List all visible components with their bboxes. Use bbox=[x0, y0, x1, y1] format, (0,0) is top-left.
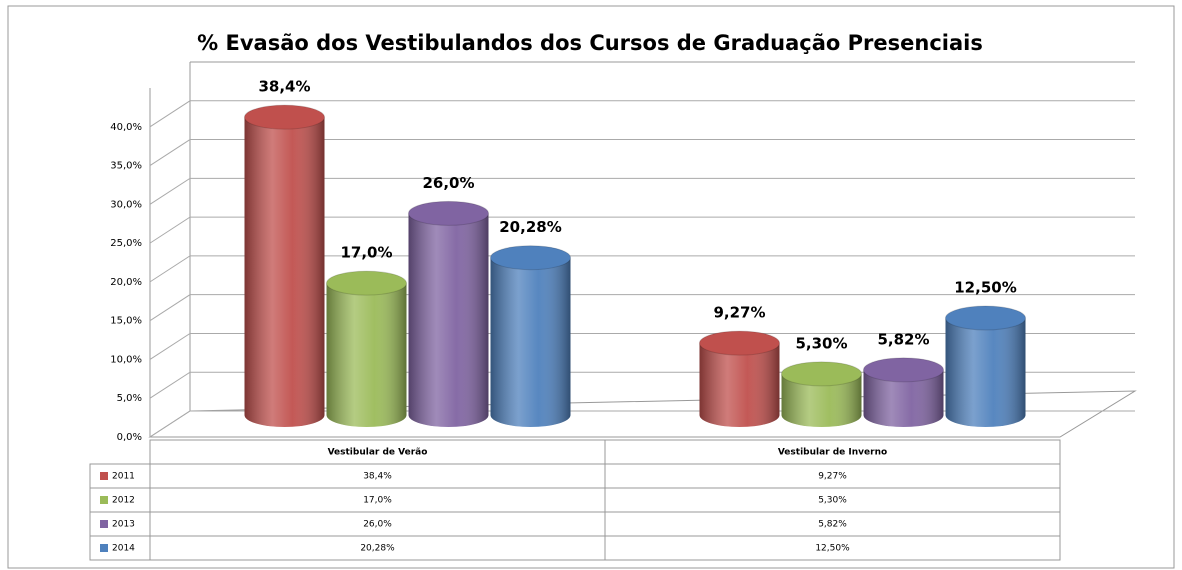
table-cell: 26,0% bbox=[363, 520, 392, 530]
bar-top bbox=[781, 361, 862, 387]
y-tick-label: 25,0% bbox=[110, 238, 142, 249]
y-tick-label: 0,0% bbox=[117, 432, 142, 443]
chart-title: % Evasão dos Vestibulandos dos Cursos de… bbox=[197, 31, 983, 55]
bar-shade bbox=[945, 318, 1026, 415]
bar-top bbox=[945, 305, 1026, 331]
data-label: 9,27% bbox=[713, 304, 765, 322]
bar bbox=[863, 357, 944, 428]
data-label: 26,0% bbox=[422, 174, 474, 192]
table-header: Vestibular de Inverno bbox=[778, 448, 887, 458]
legend-label: 2012 bbox=[112, 496, 135, 506]
bar bbox=[781, 361, 862, 428]
y-tick-label: 35,0% bbox=[110, 161, 142, 172]
bar-shade-bottom bbox=[490, 415, 571, 428]
grid-line bbox=[149, 216, 1135, 244]
bar-shade bbox=[244, 117, 325, 415]
table-cell: 5,30% bbox=[818, 496, 847, 506]
data-label: 5,82% bbox=[877, 330, 929, 348]
y-tick-label: 40,0% bbox=[110, 122, 142, 133]
legend-label: 2011 bbox=[112, 472, 135, 482]
bar-shade-bottom bbox=[408, 415, 489, 428]
table-cell: 12,50% bbox=[815, 544, 850, 554]
bar bbox=[326, 270, 407, 428]
table-cell: 5,82% bbox=[818, 520, 847, 530]
bar bbox=[945, 305, 1026, 428]
bar-top bbox=[326, 270, 407, 296]
grid-line bbox=[149, 294, 1135, 322]
bar bbox=[490, 245, 571, 428]
y-tick-label: 15,0% bbox=[110, 316, 142, 327]
bar-top bbox=[699, 330, 780, 356]
bar-shade-bottom bbox=[945, 415, 1026, 428]
bar-top bbox=[244, 104, 325, 130]
y-tick-label: 20,0% bbox=[110, 277, 142, 288]
table-header: Vestibular de Verão bbox=[328, 448, 428, 458]
bar-top bbox=[863, 357, 944, 383]
data-label: 20,28% bbox=[499, 218, 561, 236]
bar-shade-bottom bbox=[863, 415, 944, 428]
legend-swatch bbox=[100, 520, 108, 528]
legend-swatch bbox=[100, 496, 108, 504]
bar-top bbox=[408, 200, 489, 226]
grid-line bbox=[149, 100, 1135, 128]
data-label: 38,4% bbox=[258, 78, 310, 96]
y-tick-label: 10,0% bbox=[110, 354, 142, 365]
bar-top bbox=[490, 245, 571, 271]
bar-shade-bottom bbox=[244, 415, 325, 428]
grid-line bbox=[149, 177, 1135, 205]
bar bbox=[408, 200, 489, 428]
data-label: 5,30% bbox=[795, 334, 847, 352]
grid-line bbox=[149, 332, 1135, 360]
y-tick-label: 30,0% bbox=[110, 199, 142, 210]
table-cell: 20,28% bbox=[360, 544, 395, 554]
bar-shade bbox=[326, 283, 407, 415]
bar-shade bbox=[408, 213, 489, 415]
y-tick-label: 5,0% bbox=[117, 393, 142, 404]
grid-line bbox=[149, 255, 1135, 283]
table-row bbox=[89, 535, 1061, 561]
table-cell: 9,27% bbox=[818, 472, 847, 482]
bar-shade-bottom bbox=[699, 415, 780, 428]
data-label: 17,0% bbox=[340, 244, 392, 262]
bar bbox=[699, 330, 780, 428]
data-label: 12,50% bbox=[954, 279, 1016, 297]
bar-shade-bottom bbox=[326, 415, 407, 428]
legend-label: 2014 bbox=[112, 544, 135, 554]
bar bbox=[244, 104, 325, 428]
frame bbox=[7, 5, 1175, 569]
grid-line bbox=[149, 139, 1135, 166]
table-cell: 17,0% bbox=[363, 496, 392, 506]
bar-shade bbox=[490, 257, 571, 415]
bar-shade-bottom bbox=[781, 415, 862, 428]
legend-label: 2013 bbox=[112, 520, 135, 530]
table-cell: 38,4% bbox=[363, 472, 392, 482]
legend-swatch bbox=[100, 544, 108, 552]
legend-swatch bbox=[100, 472, 108, 480]
